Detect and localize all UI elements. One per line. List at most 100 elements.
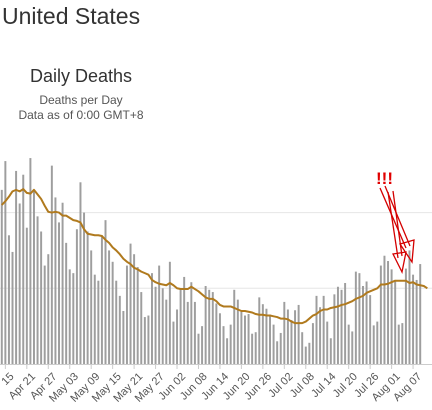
bar bbox=[236, 299, 239, 364]
bar bbox=[158, 265, 161, 364]
bar bbox=[215, 303, 218, 364]
bar bbox=[311, 323, 314, 364]
bar bbox=[208, 289, 211, 364]
bar bbox=[111, 261, 114, 364]
bar bbox=[301, 332, 304, 364]
bar bbox=[254, 332, 257, 364]
bar bbox=[68, 269, 71, 364]
chart-subtitle: Deaths per Day bbox=[39, 93, 123, 107]
bar bbox=[369, 295, 372, 364]
bar bbox=[276, 341, 279, 364]
bar-series bbox=[0, 158, 422, 364]
country-title: United States bbox=[2, 3, 141, 29]
bar bbox=[383, 255, 386, 364]
bar bbox=[279, 332, 282, 364]
bar bbox=[154, 286, 157, 364]
bar bbox=[25, 227, 28, 364]
bar bbox=[79, 182, 82, 364]
bar bbox=[261, 304, 264, 364]
average-line bbox=[1, 188, 428, 325]
bar bbox=[75, 229, 78, 364]
bar bbox=[329, 338, 332, 364]
chart-subtitle-block: Deaths per Day Data as of 0:00 GMT+8 bbox=[0, 93, 162, 123]
bar bbox=[340, 289, 343, 364]
bar bbox=[333, 294, 336, 364]
bar bbox=[243, 315, 246, 364]
bar bbox=[36, 216, 39, 364]
bar bbox=[161, 288, 164, 364]
bar bbox=[190, 282, 193, 364]
bar bbox=[204, 286, 207, 364]
bar bbox=[326, 321, 329, 364]
bar bbox=[186, 301, 189, 364]
bar bbox=[179, 288, 182, 364]
bar bbox=[372, 325, 375, 364]
bar bbox=[240, 311, 243, 364]
bar bbox=[347, 324, 350, 364]
bar bbox=[387, 261, 390, 364]
bar bbox=[247, 314, 250, 364]
bar bbox=[269, 314, 271, 364]
bar bbox=[183, 276, 186, 364]
bar bbox=[294, 310, 297, 364]
bar bbox=[61, 202, 64, 364]
bar bbox=[93, 274, 96, 364]
bar bbox=[404, 268, 407, 364]
bar bbox=[18, 203, 21, 364]
bar bbox=[344, 282, 347, 364]
bar bbox=[394, 279, 397, 364]
average-line-group bbox=[1, 188, 428, 325]
annotations: !!! bbox=[376, 169, 415, 274]
bar bbox=[90, 250, 93, 364]
bar bbox=[258, 297, 261, 364]
bar bbox=[351, 331, 354, 364]
bar bbox=[233, 289, 236, 364]
bar bbox=[104, 220, 107, 364]
bar bbox=[165, 299, 168, 364]
bar bbox=[419, 264, 422, 364]
bar bbox=[376, 321, 379, 364]
annotation-arrow-head bbox=[398, 239, 415, 264]
bar bbox=[100, 235, 103, 364]
bar bbox=[390, 269, 393, 364]
bar bbox=[140, 292, 143, 364]
bar bbox=[222, 326, 225, 364]
bar bbox=[4, 161, 7, 364]
bar bbox=[379, 265, 382, 364]
bar bbox=[272, 324, 275, 364]
bar bbox=[365, 281, 368, 364]
bar bbox=[54, 197, 57, 364]
bar bbox=[118, 295, 121, 364]
bar bbox=[322, 295, 325, 364]
bar bbox=[108, 250, 111, 364]
annotation-exclamation: !!! bbox=[376, 169, 393, 188]
bar bbox=[122, 311, 125, 364]
bar bbox=[251, 333, 254, 364]
bar bbox=[136, 267, 139, 364]
bar bbox=[229, 324, 232, 364]
annotation-arrow bbox=[387, 190, 403, 259]
bar bbox=[354, 271, 357, 364]
bar bbox=[147, 315, 150, 364]
bar bbox=[168, 261, 171, 364]
bar bbox=[290, 320, 293, 364]
bar bbox=[408, 250, 411, 364]
data-timestamp: Data as of 0:00 GMT+8 bbox=[18, 108, 144, 122]
bar bbox=[397, 324, 400, 364]
bar bbox=[72, 273, 75, 364]
bar bbox=[22, 174, 25, 364]
bar bbox=[362, 286, 364, 364]
bar bbox=[176, 309, 179, 364]
bar bbox=[172, 321, 175, 364]
bar bbox=[297, 304, 300, 364]
bar bbox=[336, 286, 339, 364]
gridlines bbox=[0, 212, 432, 289]
bar bbox=[0, 189, 3, 364]
bar bbox=[401, 323, 404, 364]
bar bbox=[143, 317, 146, 364]
bar bbox=[47, 254, 50, 364]
bar bbox=[58, 222, 60, 364]
bar bbox=[115, 280, 118, 364]
bar bbox=[86, 231, 89, 364]
